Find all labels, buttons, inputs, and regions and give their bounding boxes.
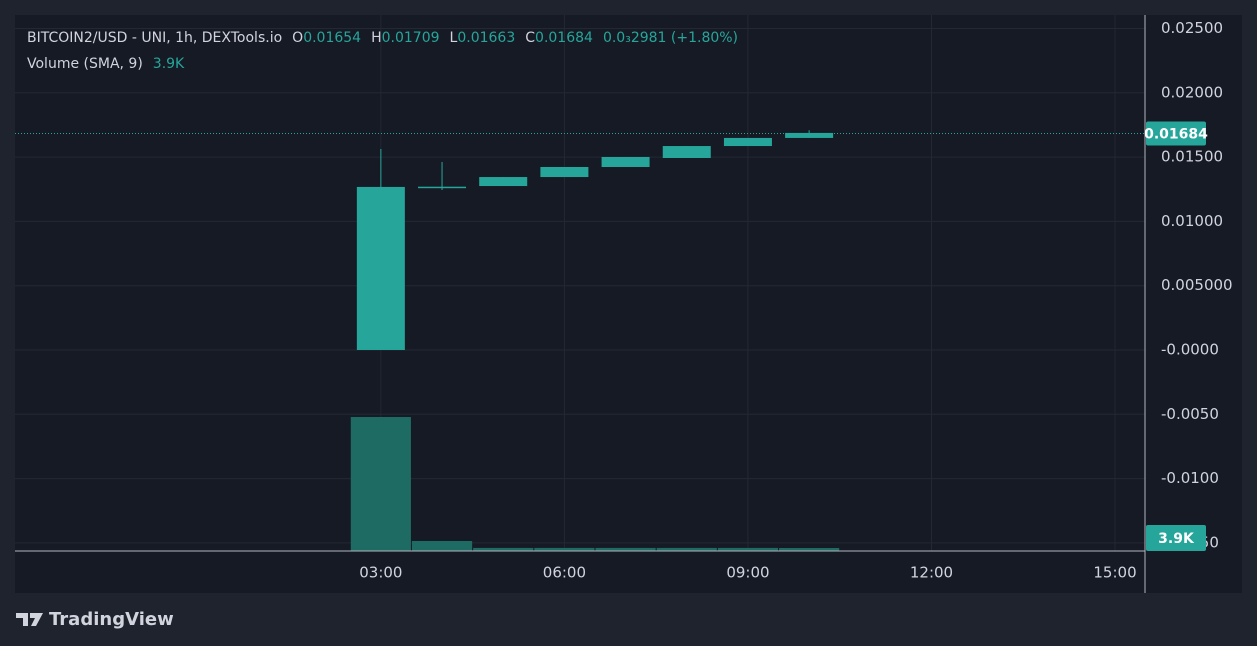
symbol: BITCOIN2/USD - UNI, 1h, DEXTools.io [27, 30, 282, 46]
legend-line: BITCOIN2/USD - UNI, 1h, DEXTools.io O0.01… [27, 30, 738, 46]
candle-body [601, 156, 650, 168]
legend-key: H [371, 30, 382, 46]
time-axis-background [15, 551, 1145, 593]
legend-key: O [292, 30, 303, 46]
volume-label: Volume (SMA, 9) [27, 56, 143, 72]
legend-value: 0.01709 [382, 30, 440, 46]
candle-body [540, 167, 589, 178]
y-tick-label: -0.0000 [1161, 341, 1219, 359]
legend-value: 0.01663 [457, 30, 515, 46]
volume-legend-line: Volume (SMA, 9) 3.9K [27, 56, 185, 72]
volume-bar [534, 547, 595, 551]
y-tick-label: 0.02500 [1161, 19, 1223, 37]
axes: 0.02500 0.02000 0.01500 0.01000 0.005000 -0.0… [359, 19, 1232, 581]
volume-bar [656, 547, 717, 551]
candle-body [356, 186, 405, 350]
volume-bar [350, 417, 411, 551]
brand-name: TradingView [49, 609, 174, 630]
candle-body [723, 137, 772, 147]
y-tick-label: -0.0100 [1161, 469, 1219, 487]
volume-badge-label: 3.9K [1158, 531, 1195, 547]
legend-value: 0.01654 [303, 30, 361, 46]
legend-value: 0.01684 [535, 30, 593, 46]
marks [15, 130, 1145, 551]
candle-body [418, 186, 467, 189]
volume-value: 3.9K [153, 56, 185, 72]
legend-key: C [525, 30, 535, 46]
candle-body [785, 132, 834, 138]
volume-bar [595, 547, 656, 551]
x-tick-label: 15:00 [1093, 564, 1136, 582]
y-tick-label: 0.005000 [1161, 276, 1233, 294]
change: 0.0₃2981 (+1.80%) [603, 30, 738, 46]
x-tick-label: 03:00 [359, 564, 402, 582]
y-tick-label: 0.02000 [1161, 83, 1223, 101]
brand-logo: TradingView [16, 609, 174, 630]
y-tick-label: 0.01500 [1161, 148, 1223, 166]
volume-bar [779, 547, 840, 551]
candle-body [479, 177, 528, 187]
y-tick-label: -0.0050 [1161, 405, 1219, 423]
y-tick-label: 0.01000 [1161, 212, 1223, 230]
volume-badge [1146, 525, 1206, 551]
volume-bar [717, 547, 779, 551]
x-tick-label: 06:00 [543, 564, 586, 582]
candle-body [662, 146, 711, 159]
plot-background [15, 15, 1145, 551]
last-price-label: 0.01684 [1144, 126, 1208, 142]
legend-key: L [450, 30, 458, 46]
volume-bar [411, 540, 473, 551]
logo-icon [16, 613, 43, 626]
volume-bar [473, 547, 534, 551]
x-tick-label: 09:00 [726, 564, 769, 582]
price-axis-background [1145, 15, 1242, 593]
x-tick-label: 12:00 [910, 564, 953, 582]
last-price-badge [1146, 121, 1206, 146]
